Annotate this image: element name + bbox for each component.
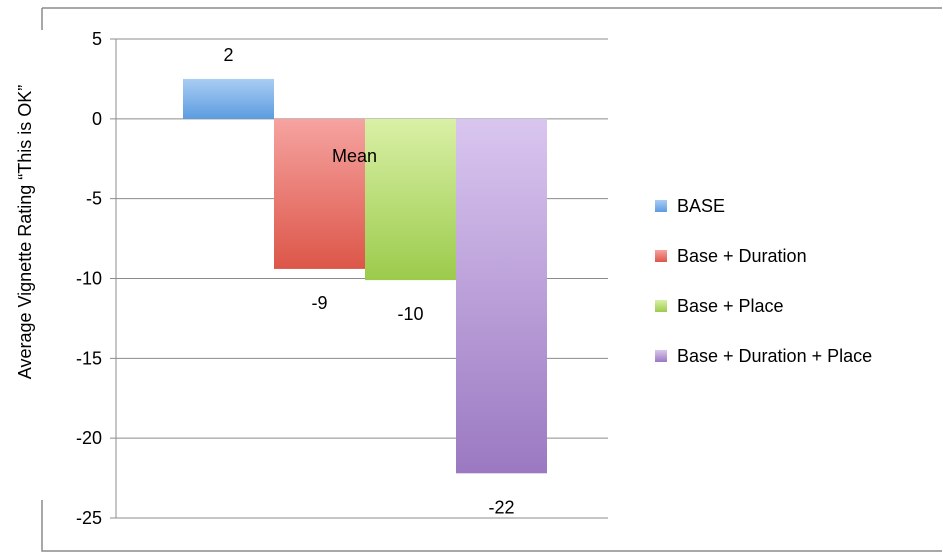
y-tick-label: -10 xyxy=(76,269,102,289)
legend-swatch xyxy=(655,200,667,212)
y-tick-label: -25 xyxy=(76,508,102,528)
y-tick-label: -15 xyxy=(76,348,102,368)
y-tick-label: -5 xyxy=(86,189,102,209)
legend-label: Base + Duration xyxy=(677,246,807,266)
legend-label: BASE xyxy=(677,196,725,216)
data-label: -10 xyxy=(397,304,423,324)
y-tick-label: 0 xyxy=(92,109,102,129)
data-labels: 2 -9 -10 -22 xyxy=(223,45,514,517)
y-tick-label: 5 xyxy=(92,29,102,49)
category-annotation: Mean xyxy=(332,146,377,166)
legend-label: Base + Duration + Place xyxy=(677,346,872,366)
legend-swatch xyxy=(655,300,667,312)
bars xyxy=(183,78,547,474)
legend: BASE Base + Duration Base + Place Base + Du… xyxy=(655,196,872,366)
data-label: -9 xyxy=(311,293,327,313)
y-axis-label: Average Vignette Rating “This is OK” xyxy=(15,85,35,379)
data-label: -22 xyxy=(488,497,514,517)
legend-swatch xyxy=(655,250,667,262)
y-axis-ticks: 5 0 -5 -10 -15 -20 -25 xyxy=(76,29,102,528)
data-label: 2 xyxy=(223,45,233,65)
legend-label: Base + Place xyxy=(677,296,784,316)
legend-swatch xyxy=(655,350,667,362)
bar-base-duration-place xyxy=(456,118,547,474)
chart-border xyxy=(41,7,942,552)
bar-base-place xyxy=(365,118,456,281)
bar-base xyxy=(183,78,274,119)
y-tick-label: -20 xyxy=(76,428,102,448)
bar-base-duration xyxy=(274,118,365,269)
